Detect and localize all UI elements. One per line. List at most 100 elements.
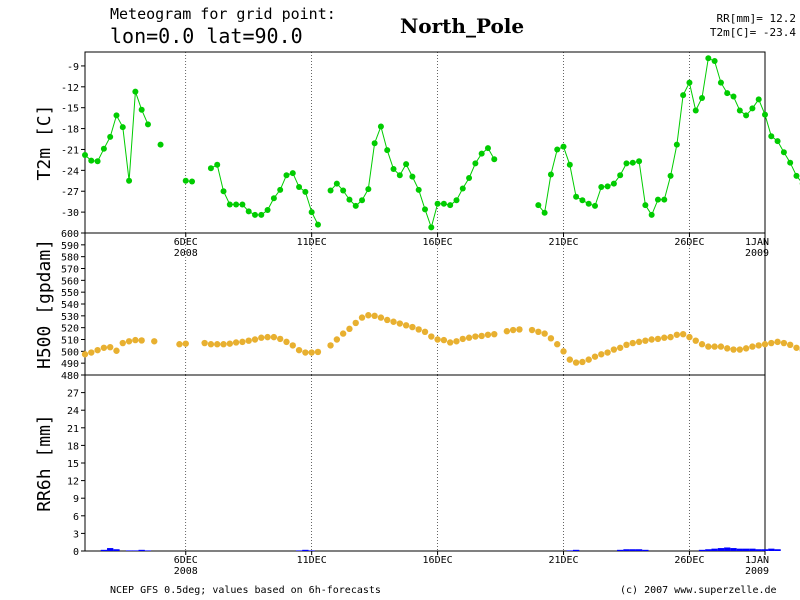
h500-point — [421, 328, 429, 336]
h500-point — [484, 331, 492, 338]
t2m-point — [560, 143, 567, 150]
h500-point — [106, 343, 114, 351]
h500-point — [686, 333, 693, 341]
t2m-point — [409, 173, 416, 180]
h500-point — [749, 343, 756, 350]
rr6h-bar — [705, 549, 712, 551]
meteogram-title: Meteogram for grid point: — [110, 5, 336, 23]
t2m-point — [384, 147, 391, 154]
rr6h-bar — [144, 550, 152, 551]
t2m-point — [743, 112, 750, 119]
t2m-point — [617, 172, 624, 179]
y-tick-label: 15 — [67, 459, 79, 470]
y-tick-label: 550 — [61, 288, 79, 299]
t2m-point — [283, 172, 290, 179]
t2m-point — [239, 201, 246, 208]
t2m-point — [340, 187, 347, 194]
h500-point — [598, 351, 605, 358]
t2m-point — [359, 197, 366, 204]
rr6h-bar — [629, 549, 636, 551]
t2m-point — [314, 221, 321, 228]
h500-point — [258, 334, 265, 341]
y-tick-label: -27 — [61, 187, 79, 198]
rr6h-bar — [774, 549, 781, 551]
t2m-point — [308, 209, 315, 216]
t2m-mean-summary: T2m[C]= -23.4 — [709, 26, 796, 39]
h500-point — [679, 330, 687, 338]
rr6h-bar — [617, 549, 624, 551]
t2m-point — [623, 160, 630, 167]
h500-point — [88, 349, 95, 356]
h500-point — [132, 336, 139, 344]
h500-point — [119, 339, 126, 347]
rr6h-bar — [730, 548, 737, 551]
t2m-point — [182, 177, 189, 184]
h500-point — [371, 312, 378, 320]
h500-point — [428, 333, 435, 340]
x-tick-label: 1JAN — [745, 555, 769, 566]
t2m-point — [220, 188, 227, 195]
t2m-point — [636, 158, 643, 165]
h500-point — [761, 341, 769, 348]
h500-point — [207, 341, 215, 348]
t2m-point — [585, 200, 592, 207]
rr6h-bar — [698, 549, 706, 551]
h500-point — [554, 341, 561, 348]
t2m-point — [119, 124, 126, 131]
h500-point — [201, 339, 208, 347]
t2m-point — [447, 202, 454, 209]
h500-point — [390, 318, 397, 325]
h500-point — [503, 328, 511, 335]
panel-frame-rr6h — [84, 374, 766, 552]
x-tick-year-label: 2009 — [745, 566, 769, 577]
x-tick-label: 26DEC — [674, 237, 704, 248]
h500-point — [616, 344, 624, 351]
x-tick-year-label: 2008 — [174, 566, 198, 577]
rr6h-bar — [736, 548, 743, 551]
h500-point — [440, 336, 448, 344]
t2m-point — [629, 159, 636, 166]
y-tick-label: -30 — [61, 208, 79, 219]
x-tick-label: 11DEC — [297, 555, 327, 566]
t2m-point — [610, 180, 617, 187]
t2m-point — [100, 145, 107, 152]
t2m-point — [126, 177, 133, 184]
t2m-point — [82, 152, 88, 159]
x-tick-label: 21DEC — [548, 555, 578, 566]
t2m-point — [396, 172, 403, 179]
h500-point — [434, 336, 441, 343]
t2m-point — [466, 175, 473, 182]
h500-point — [724, 345, 731, 352]
y-tick-label: 0 — [73, 547, 79, 558]
h500-point — [509, 326, 517, 334]
t2m-point — [453, 197, 460, 204]
t2m-point — [642, 202, 649, 209]
t2m-point — [245, 208, 252, 215]
h500-point — [365, 312, 372, 319]
t2m-point — [371, 140, 378, 147]
rr6h-bar — [724, 547, 731, 551]
rr6h-bar — [642, 549, 649, 551]
x-tick-label: 16DEC — [423, 237, 453, 248]
y-tick-label: 3 — [73, 529, 79, 540]
h500-point — [472, 333, 479, 340]
rr6h-bar — [302, 549, 309, 551]
x-tick-label: 6DEC — [174, 237, 198, 248]
t2m-point — [755, 96, 762, 103]
t2m-point — [132, 88, 139, 95]
y-tick-label: 520 — [61, 324, 79, 335]
y-tick-label: 490 — [61, 359, 79, 370]
y-tick-label: 6 — [73, 512, 79, 523]
y-tick-label: 18 — [67, 441, 79, 452]
h500-point — [125, 338, 133, 345]
t2m-point — [472, 160, 479, 167]
y-tick-label: 12 — [67, 477, 79, 488]
t2m-point — [346, 196, 353, 203]
t2m-point — [654, 196, 661, 203]
y-tick-label: 510 — [61, 336, 79, 347]
h500-point — [384, 316, 391, 324]
h500-point — [176, 341, 183, 348]
h500-point — [226, 340, 234, 347]
h500-point — [352, 319, 359, 327]
t2m-point — [736, 107, 743, 114]
